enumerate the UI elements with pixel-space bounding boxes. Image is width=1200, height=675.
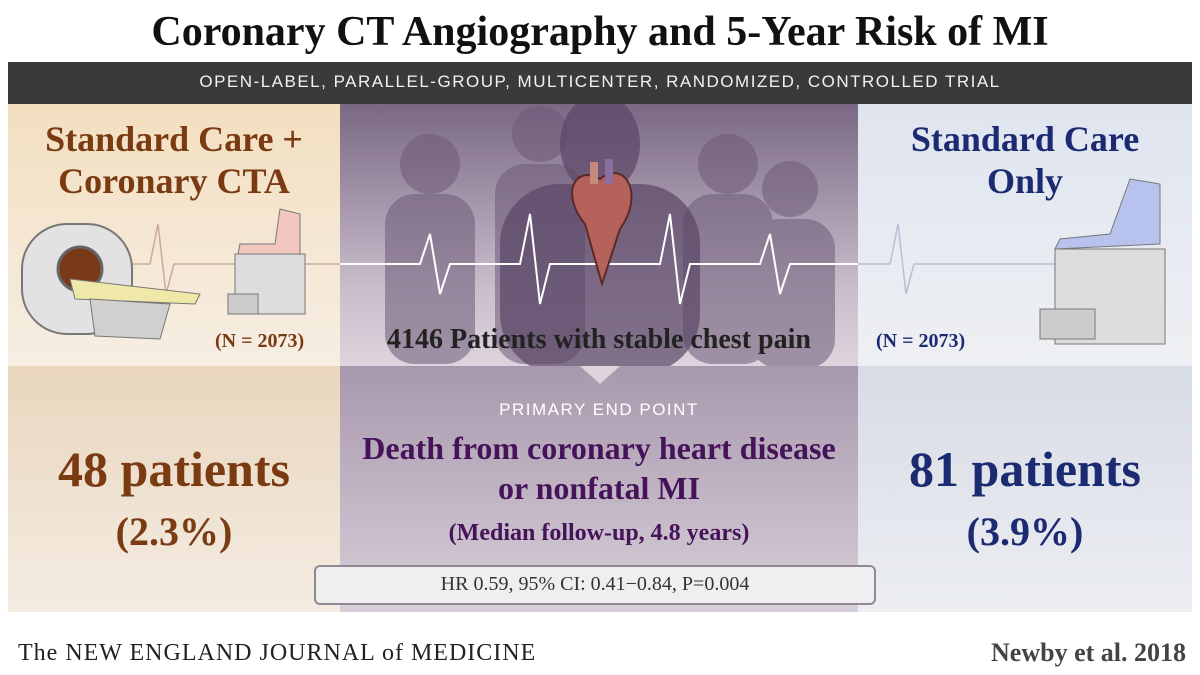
arm-name: Only [986, 161, 1064, 201]
result-panel [8, 366, 340, 612]
arm-name: Standard Care + [45, 119, 303, 159]
events: 48 patients [58, 441, 290, 497]
stats-box [314, 565, 876, 605]
arm-name: Standard Care [910, 119, 1140, 159]
exam-table [1039, 178, 1166, 345]
end-point: Death from coronary heart disease [362, 430, 836, 466]
design: OPEN-LABEL, PARALLEL-GROUP, MULTICENTER,… [199, 72, 1001, 91]
events: 81 patients [909, 441, 1141, 497]
title: Coronary CT Angiography and 5-Year Risk … [151, 9, 1049, 55]
end-point-label: PRIMARY END POINT [499, 400, 699, 419]
arm-n: (N = 2073) [215, 330, 305, 352]
stats: HR 0.59, 95% CI: 0.41−0.84, P=0.004 [440, 573, 750, 595]
rate: (3.9%) [966, 509, 1084, 554]
follow-up: (Median follow-up, 4.8 years) [448, 520, 750, 546]
heart [571, 159, 633, 288]
rate: (2.3%) [115, 509, 233, 554]
arm-n: (N = 2073) [876, 330, 966, 352]
arrow [580, 366, 620, 384]
illustrations [21, 104, 1166, 366]
result-panel [858, 366, 1192, 612]
population: 4146 Patients with stable chest pain [387, 324, 811, 355]
arm-name: Coronary CTA [58, 161, 290, 201]
ct-scanner [21, 223, 201, 340]
citation: Newby et al. 2018 [991, 638, 1186, 667]
design-band [8, 62, 1192, 104]
journal: The NEW ENGLAND JOURNAL of MEDICINE [18, 640, 537, 666]
exam-table [227, 208, 306, 315]
end-point: or nonfatal MI [497, 470, 701, 506]
